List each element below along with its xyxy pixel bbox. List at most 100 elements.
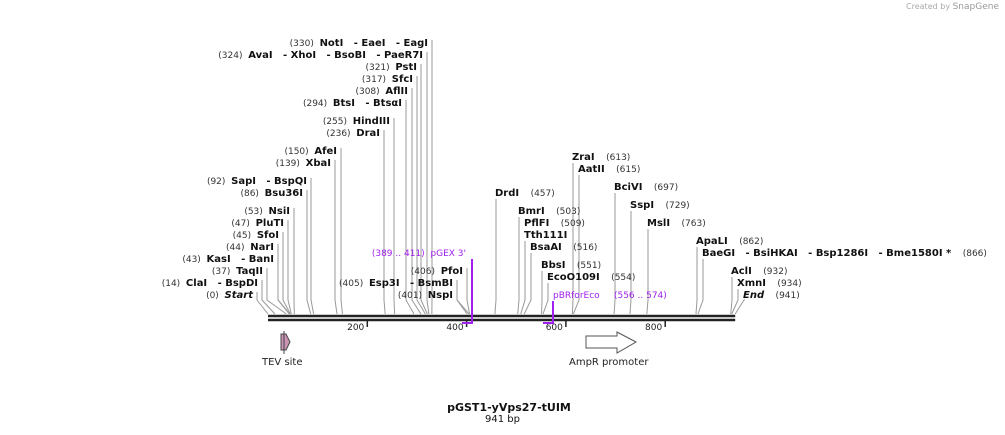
- primer-label: (389 .. 411) pGEX 3': [372, 249, 466, 259]
- enzyme-site: ApaLI (862): [695, 236, 764, 315]
- cut-site-line: [405, 100, 415, 315]
- cut-site-line: [261, 280, 276, 315]
- cut-site-line: [334, 160, 338, 315]
- enzyme-site: (14) ClaI - BspDI: [162, 278, 276, 315]
- enzyme-label: (86) Bsu36I: [240, 188, 303, 199]
- enzyme-site: (255) HindIII: [323, 116, 396, 315]
- enzyme-site: (406) PfoI: [411, 266, 471, 315]
- enzyme-site: PflFI (509)Tth111I: [520, 218, 585, 315]
- enzyme-site: (294) BtsI - BtsαI: [303, 98, 415, 315]
- enzyme-label: (139) XbaI: [276, 158, 331, 169]
- cut-site-line: [494, 199, 497, 315]
- enzyme-label: MslI (763): [647, 218, 706, 229]
- site-position: (330): [290, 39, 320, 49]
- enzyme-site: ZraI (613): [571, 152, 630, 315]
- feature-tev-site: TEV site: [261, 331, 303, 368]
- enzyme-site: BciVI (697): [613, 182, 678, 315]
- cut-site-line: [411, 88, 422, 315]
- site-position: (37): [212, 267, 236, 277]
- cut-site-line: [306, 190, 312, 315]
- enzyme-label: (236) DraI: [326, 128, 380, 139]
- enzyme-name: AatII: [578, 164, 605, 175]
- cut-site-line: [523, 253, 532, 315]
- site-position: (86): [240, 189, 264, 199]
- enzyme-name: NsiI: [269, 206, 290, 217]
- enzyme-name: HindIII: [353, 116, 390, 127]
- enzyme-name: EcoO109I: [547, 272, 600, 283]
- enzyme-label: BsaAI (516): [530, 242, 597, 253]
- enzyme-label: (294) BtsI - BtsαI: [303, 98, 402, 109]
- enzyme-name: AfeI: [314, 146, 337, 157]
- enzyme-name: XbaI: [306, 158, 331, 169]
- enzyme-site: (37) TaqII: [212, 266, 287, 315]
- enzyme-label: XmnI (934): [737, 278, 802, 289]
- site-position: (932): [752, 267, 788, 277]
- cut-site-line: [340, 148, 343, 315]
- enzyme-name: End: [743, 290, 765, 301]
- enzyme-site: (47) PluTI: [231, 218, 292, 315]
- site-position: (729): [654, 201, 690, 211]
- enzyme-site: (53) NsiI: [244, 206, 295, 315]
- primer-arrow: [462, 259, 473, 324]
- ruler-tick-label: 400: [446, 323, 463, 333]
- credit-prefix: Created by: [906, 2, 951, 11]
- enzyme-label: AclI (932): [731, 266, 787, 277]
- enzyme-site: SspI (729): [629, 200, 690, 315]
- feature-arrow: [585, 331, 638, 354]
- cut-site-line: [420, 64, 428, 315]
- enzyme-site: BaeGI - BsiHKAI - Bsp1286I - Bme1580I * …: [697, 248, 987, 315]
- credit: Created by SnapGene: [906, 2, 999, 12]
- enzyme-site: (150) AfeI: [284, 146, 343, 315]
- map-length: 941 bp: [485, 414, 520, 425]
- enzyme-name: Start: [225, 290, 255, 301]
- enzyme-site: (317) SfcI: [362, 74, 426, 315]
- enzyme-name: NarI: [250, 242, 274, 253]
- enzyme-label: End (941): [743, 290, 800, 301]
- cut-site-line: [466, 268, 471, 315]
- enzyme-site: (139) XbaI: [276, 158, 338, 315]
- site-position: (236): [326, 129, 356, 139]
- cut-site-line: [456, 292, 468, 315]
- enzyme-label: ZraI (613): [572, 152, 630, 163]
- enzyme-label: (53) NsiI: [244, 206, 290, 217]
- enzyme-site: (308) AflII: [355, 86, 422, 315]
- enzyme-site: (321) PstI: [365, 62, 428, 315]
- enzyme-name: PflFI: [524, 218, 549, 229]
- site-position: (43): [182, 255, 206, 265]
- enzyme-name: AflII: [385, 86, 408, 97]
- cut-site-line: [730, 277, 733, 315]
- enzyme-label: (308) AflII: [355, 86, 408, 97]
- site-position: (53): [244, 207, 268, 217]
- primer-label: pBRforEco (556 .. 574): [553, 291, 667, 301]
- enzyme-name: Esp3I - BsmBI: [369, 278, 453, 289]
- enzyme-site: BsaAI (516): [523, 242, 597, 315]
- site-position: (92): [207, 177, 231, 187]
- site-position: (551): [565, 261, 601, 271]
- feature-label: AmpR promoter: [569, 357, 649, 368]
- enzyme-name: Bsu36I: [265, 188, 303, 199]
- site-position: (503): [545, 207, 581, 217]
- enzyme-label: BciVI (697): [614, 182, 678, 193]
- enzyme-label: SspI (729): [630, 200, 690, 211]
- enzyme-name: BciVI: [614, 182, 642, 193]
- enzyme-label: (401) NspI: [398, 290, 453, 301]
- feature-arrow: [280, 333, 291, 351]
- cut-site-line: [256, 292, 269, 315]
- site-position: (405): [339, 279, 369, 289]
- site-position: (150): [284, 147, 314, 157]
- enzyme-site: (401) NspI: [398, 290, 468, 315]
- enzyme-name: BtsI - BtsαI: [333, 98, 402, 109]
- site-position: (47): [231, 219, 255, 229]
- site-position: (308): [355, 87, 385, 97]
- site-position: (862): [728, 237, 764, 247]
- cut-site-line: [697, 259, 704, 315]
- enzyme-site: (0) Start: [206, 290, 269, 315]
- cut-site-line: [695, 247, 698, 315]
- feature-ampr-promoter: AmpR promoter: [569, 331, 649, 368]
- enzyme-site: (43) KasI - BanI: [182, 254, 290, 315]
- site-position: (866): [951, 249, 987, 259]
- site-position: (406): [411, 267, 441, 277]
- enzyme-name: MslI: [647, 218, 670, 229]
- enzyme-site: XmnI (934): [731, 278, 802, 315]
